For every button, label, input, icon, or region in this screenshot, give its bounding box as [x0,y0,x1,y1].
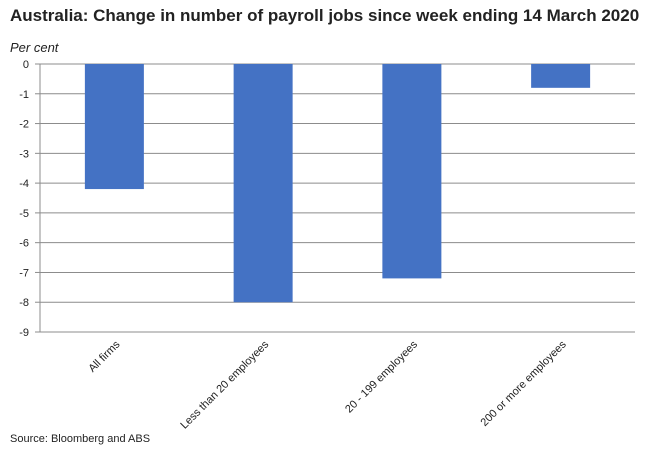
y-axis-ticks: 0 -1 -2 -3 -4 -5 -6 -7 -8 -9 [19,59,29,339]
x-axis-ticks: All firms Less than 20 employees 20 - 199 … [86,338,569,431]
source-note: Source: Bloomberg and ABS [10,433,151,445]
x-tick-label: 20 - 199 employees [343,338,420,415]
y-tick-label: -1 [19,89,29,101]
bar [233,64,293,303]
chart-title: Australia: Change in number of payroll j… [10,6,640,25]
y-tick-label: -9 [19,327,29,339]
bars [84,64,591,303]
y-tick-label: -2 [19,119,29,131]
y-axis-unit-label: Per cent [10,40,59,55]
y-tick-label: -5 [19,208,29,220]
y-tick-label: -8 [19,297,29,309]
x-tick-label: All firms [86,338,122,374]
y-tick-label: -6 [19,238,29,250]
x-tick-label: 200 or more employees [479,338,570,429]
y-tick-label: -4 [19,178,29,190]
y-tick-label: -7 [19,267,29,279]
bar [382,64,442,279]
x-tick-label: Less than 20 employees [178,338,271,431]
bar [531,64,591,88]
bar [84,64,144,190]
y-tick-label: -3 [19,148,29,160]
y-tick-label: 0 [23,59,29,71]
